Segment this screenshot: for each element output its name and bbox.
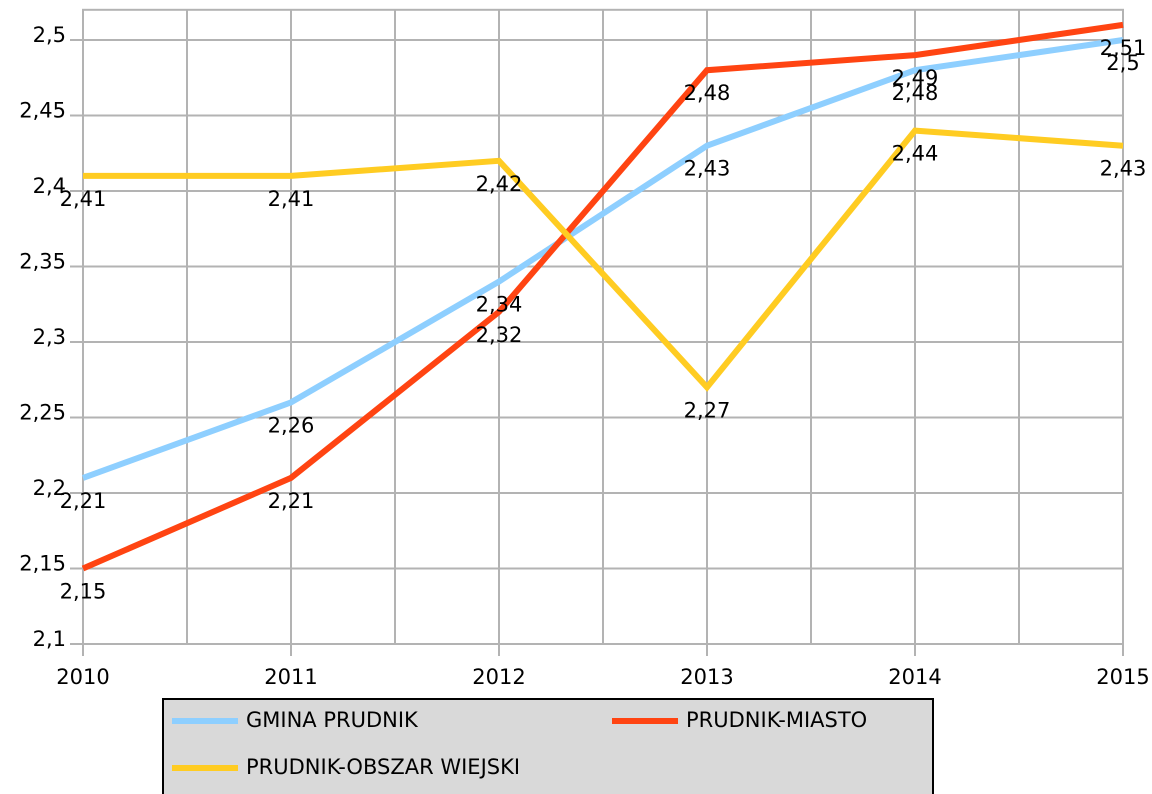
data-label: 2,26 <box>268 413 315 437</box>
y-tick-label: 2,45 <box>19 99 66 123</box>
data-label: 2,48 <box>684 81 731 105</box>
series-line <box>81 37 1124 481</box>
legend-label: PRUDNIK-MIASTO <box>686 708 867 732</box>
x-tick-label: 2012 <box>472 665 525 689</box>
x-tick-label: 2013 <box>680 665 733 689</box>
data-label: 2,41 <box>60 187 107 211</box>
data-label: 2,41 <box>268 187 315 211</box>
x-tick-label: 2011 <box>264 665 317 689</box>
y-tick-label: 2,1 <box>33 627 66 651</box>
data-label: 2,43 <box>684 157 731 181</box>
y-tick-label: 2,5 <box>33 23 66 47</box>
data-label: 2,43 <box>1100 157 1147 181</box>
data-label: 2,27 <box>684 398 731 422</box>
legend <box>162 698 934 794</box>
y-tick-label: 2,35 <box>19 250 66 274</box>
data-label: 2,44 <box>892 142 939 166</box>
data-label: 2,48 <box>892 81 939 105</box>
x-tick-label: 2015 <box>1096 665 1149 689</box>
data-label: 2,21 <box>268 489 315 513</box>
data-label: 2,51 <box>1100 36 1147 60</box>
data-label: 2,49 <box>892 66 939 90</box>
data-label: 2,21 <box>60 489 107 513</box>
legend-label: GMINA PRUDNIK <box>246 708 419 732</box>
y-tick-label: 2,15 <box>19 552 66 576</box>
series-line <box>81 21 1124 572</box>
data-label: 2,42 <box>476 172 523 196</box>
y-tick-label: 2,25 <box>19 401 66 425</box>
series-line <box>83 127 1124 392</box>
data-label: 2,34 <box>476 293 523 317</box>
x-tick-label: 2010 <box>56 665 109 689</box>
x-tick-label: 2014 <box>888 665 941 689</box>
data-label: 2,5 <box>1106 51 1139 75</box>
data-label: 2,32 <box>476 323 523 347</box>
y-tick-label: 2,3 <box>33 325 66 349</box>
legend-label: PRUDNIK-OBSZAR WIEJSKI <box>246 755 520 779</box>
y-tick-label: 2,4 <box>33 174 66 198</box>
y-tick-label: 2,2 <box>33 476 66 500</box>
data-label: 2,15 <box>60 580 107 604</box>
